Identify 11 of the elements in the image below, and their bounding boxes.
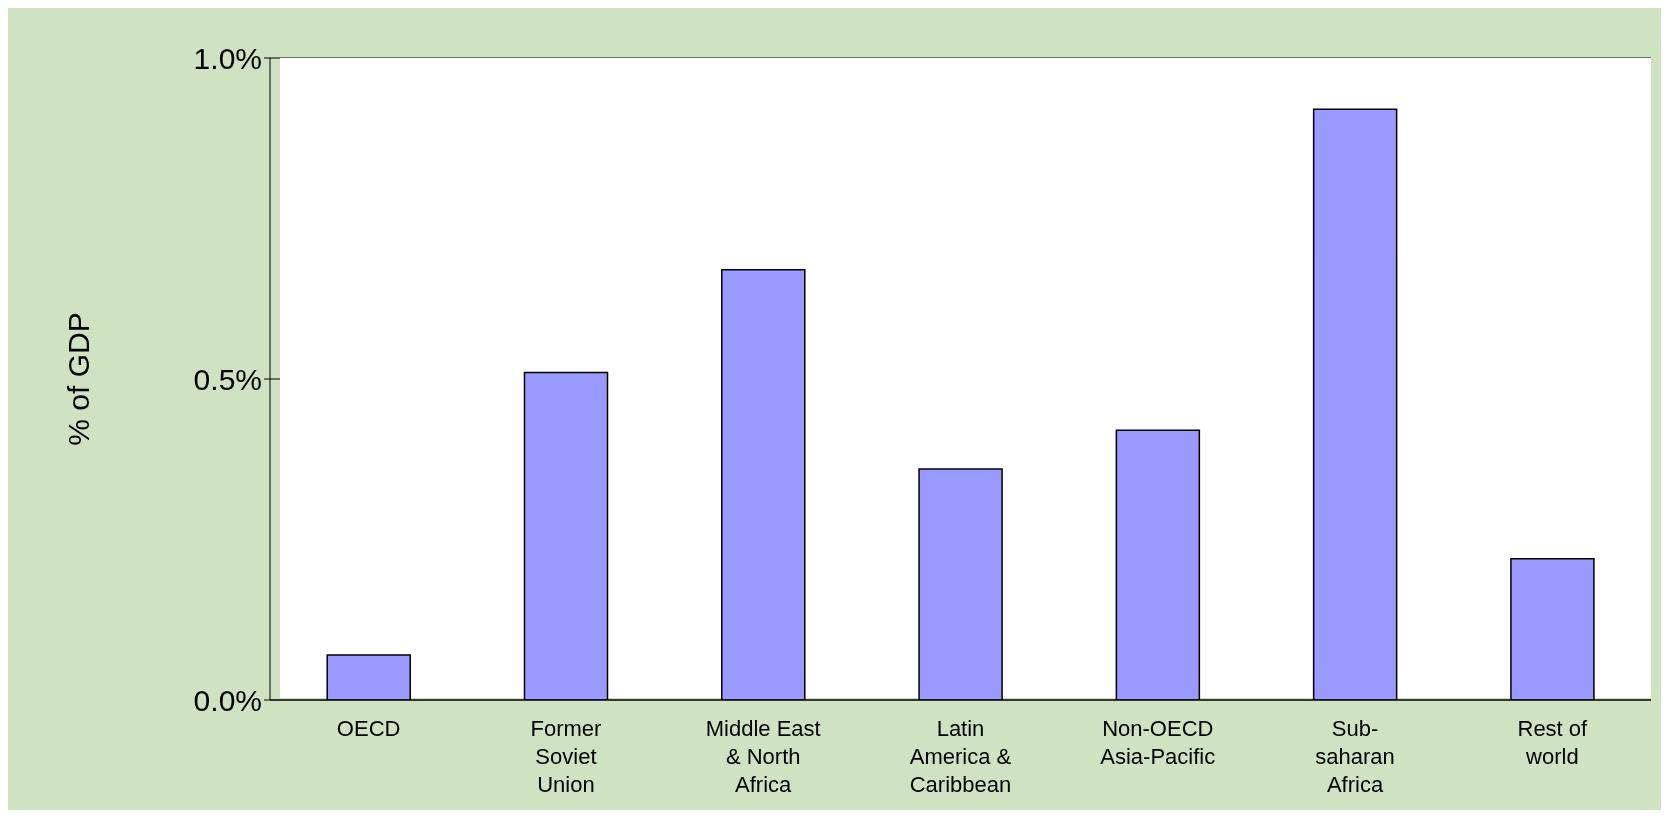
x-tick-label: Middle East & North Africa [705,716,821,797]
x-tick-label: OECD [336,716,401,741]
x-tick-label: Latin America & Caribbean [909,716,1012,797]
y-tick-label: 0.5% [193,362,262,396]
x-tick-label: Former Soviet Union [530,716,602,797]
y-tick-label: 0.0% [193,683,262,717]
y-axis-title: % of GDP [61,312,95,446]
x-tick-label: Sub- saharan Africa [1315,716,1395,797]
y-tick-label: 1.0% [193,41,262,75]
x-tick-label: Non-OECD Asia-Pacific [1100,716,1216,769]
x-tick-label: Rest of world [1517,716,1589,769]
